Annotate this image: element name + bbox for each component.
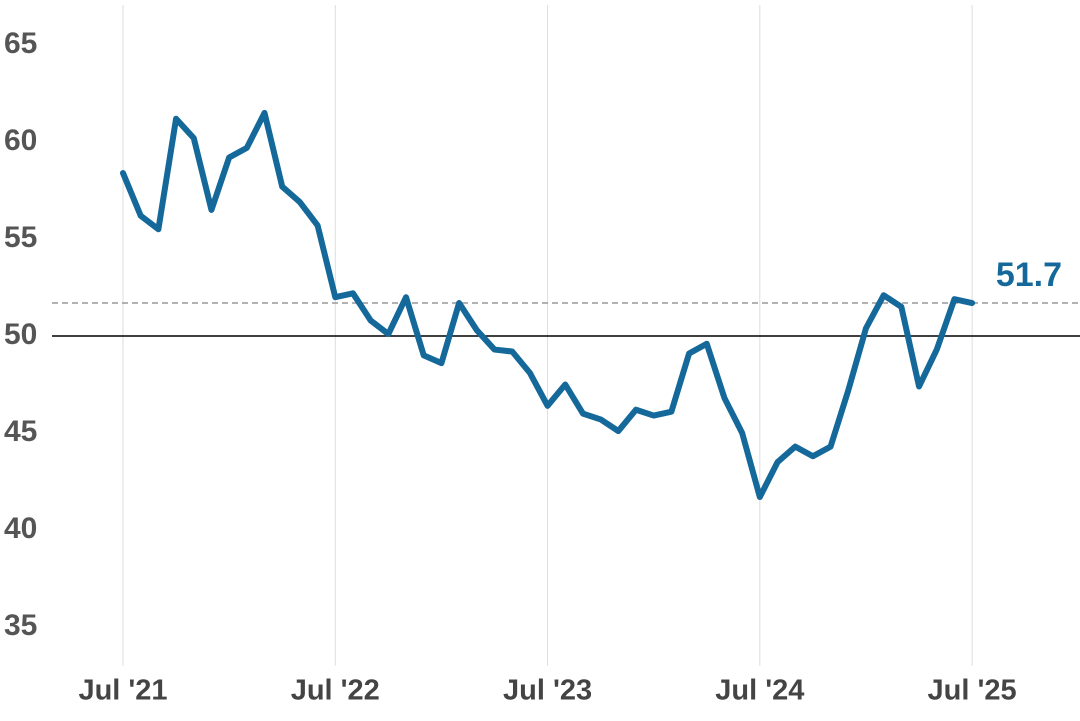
x-tick-label: Jul '24 <box>715 675 804 707</box>
annotation-label: 51.7 <box>996 256 1062 294</box>
x-tick-label: Jul '23 <box>503 675 592 707</box>
x-tick-label: Jul '21 <box>78 675 167 707</box>
y-tick-label: 60 <box>4 124 37 157</box>
y-tick-label: 45 <box>4 415 37 448</box>
x-tick-label: Jul '25 <box>928 675 1017 707</box>
data-line <box>120 109 976 501</box>
y-tick-label: 65 <box>4 27 37 60</box>
y-tick-label: 50 <box>4 318 37 351</box>
y-tick-label: 40 <box>4 512 37 545</box>
x-tick-label: Jul '22 <box>291 675 380 707</box>
y-tick-label: 55 <box>4 221 37 254</box>
y-tick-label: 35 <box>4 609 37 642</box>
